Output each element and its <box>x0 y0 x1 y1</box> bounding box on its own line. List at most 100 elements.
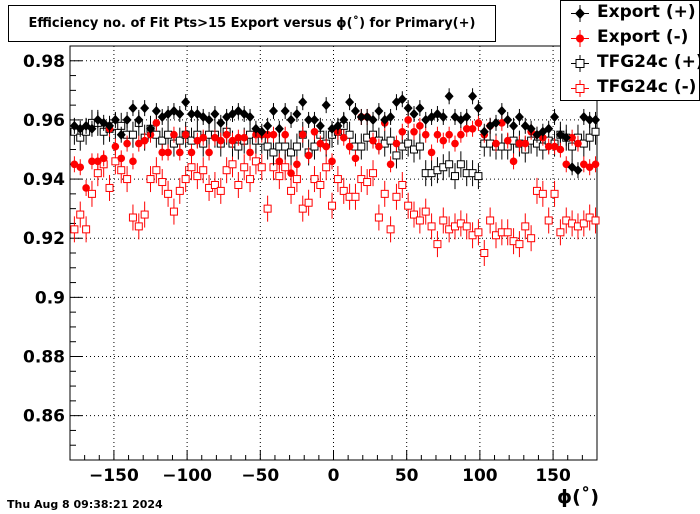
data-point <box>181 175 190 184</box>
data-point <box>228 160 237 169</box>
data-point <box>140 136 149 145</box>
data-point <box>199 133 208 142</box>
data-point <box>521 139 530 148</box>
data-point <box>445 130 453 139</box>
data-point <box>438 111 448 122</box>
data-point <box>134 222 143 231</box>
data-point <box>544 216 553 225</box>
legend-entry-tfg-plus: TFG24c (+) <box>561 51 700 76</box>
data-point <box>287 148 296 157</box>
data-point <box>345 97 355 108</box>
data-point <box>304 114 314 125</box>
chart-title-text: Efficiency no. of Fit Pts>15 Export vers… <box>28 16 476 31</box>
data-point <box>339 133 348 142</box>
data-point <box>151 106 161 117</box>
data-point <box>275 157 284 166</box>
data-point <box>293 160 301 169</box>
data-point <box>544 142 553 151</box>
data-point <box>451 139 459 148</box>
data-point <box>181 130 190 139</box>
data-point <box>421 130 430 139</box>
data-point <box>117 166 126 175</box>
data-point <box>205 148 213 157</box>
data-point <box>158 136 167 145</box>
data-point <box>128 103 138 114</box>
data-point <box>591 114 601 125</box>
data-point <box>369 169 378 178</box>
data-point <box>234 180 243 189</box>
data-point <box>87 123 97 134</box>
data-point <box>193 172 202 181</box>
data-point <box>497 106 507 117</box>
data-point <box>263 130 272 139</box>
x-tick-label: −50 <box>241 466 279 486</box>
data-point <box>503 114 513 125</box>
data-point <box>491 117 501 128</box>
data-point <box>245 111 255 122</box>
data-point <box>479 126 489 137</box>
data-point <box>433 130 442 139</box>
data-point <box>187 163 196 172</box>
data-point <box>339 114 349 125</box>
data-point <box>128 130 137 139</box>
data-point <box>404 201 413 210</box>
x-tick-label: −150 <box>89 466 139 486</box>
data-point <box>591 127 600 136</box>
data-point <box>585 163 594 172</box>
timestamp: Thu Aug 8 09:38:21 2024 <box>7 498 163 511</box>
data-point <box>514 111 524 122</box>
data-point <box>356 111 366 122</box>
data-point <box>122 114 132 125</box>
data-point <box>591 216 600 225</box>
data-point <box>105 183 114 192</box>
data-point <box>573 165 583 176</box>
data-point <box>275 172 284 181</box>
data-point <box>316 139 325 148</box>
data-point <box>410 210 419 219</box>
data-point <box>298 130 307 139</box>
data-point <box>146 175 155 184</box>
data-point <box>164 189 173 198</box>
data-point <box>498 119 506 127</box>
data-point <box>117 154 126 163</box>
series-export- <box>69 88 601 179</box>
data-point <box>87 189 96 198</box>
data-point <box>304 198 313 207</box>
data-point <box>123 175 132 184</box>
data-point <box>503 136 512 145</box>
data-point <box>222 166 231 175</box>
data-point <box>287 186 296 195</box>
data-point <box>116 129 126 140</box>
x-tick-label: 0 <box>328 466 340 486</box>
data-point <box>550 142 559 151</box>
data-point <box>281 163 290 172</box>
data-point <box>415 103 425 114</box>
data-point <box>328 201 337 210</box>
data-point <box>351 192 360 201</box>
data-point <box>304 151 313 160</box>
data-point <box>76 163 85 172</box>
data-point <box>351 154 360 163</box>
data-point <box>310 127 319 136</box>
legend-label-tfg-minus: TFG24c (-) <box>597 77 697 97</box>
data-point <box>240 133 249 142</box>
data-point <box>222 130 231 139</box>
data-point <box>175 148 184 157</box>
data-point <box>527 234 536 243</box>
data-point <box>580 160 588 169</box>
data-point <box>251 157 260 166</box>
data-point <box>286 114 296 125</box>
data-point <box>392 192 401 201</box>
data-point <box>486 216 495 225</box>
data-point <box>397 94 407 105</box>
x-tick-label: 150 <box>535 466 571 486</box>
data-point <box>579 219 588 228</box>
data-point <box>204 114 214 125</box>
y-tick-label: 0.88 <box>23 348 65 368</box>
data-point <box>392 139 401 148</box>
data-point <box>129 157 137 166</box>
data-point <box>468 91 478 102</box>
data-point <box>94 157 102 166</box>
data-point <box>509 120 519 131</box>
